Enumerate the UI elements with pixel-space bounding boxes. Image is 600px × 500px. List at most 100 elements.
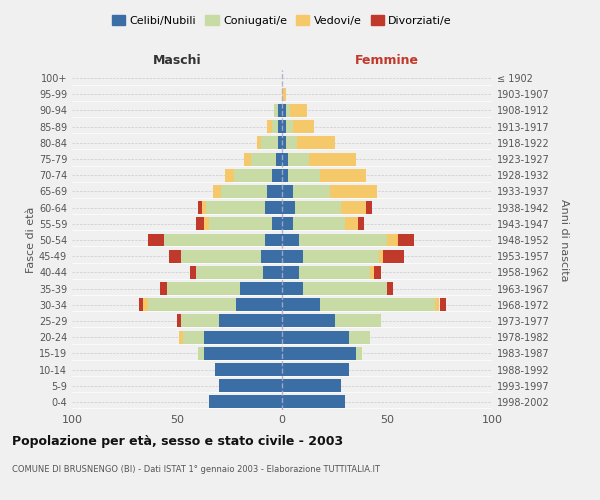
Bar — [268, 185, 282, 198]
Bar — [387, 234, 398, 246]
Bar — [271, 169, 282, 181]
Bar — [296, 136, 335, 149]
Bar — [282, 250, 303, 262]
Bar — [278, 104, 282, 117]
Bar — [289, 169, 320, 181]
Bar — [181, 314, 219, 328]
Bar — [345, 218, 358, 230]
Bar — [282, 282, 303, 295]
Bar — [278, 136, 282, 149]
Bar — [299, 234, 387, 246]
Bar — [164, 234, 265, 246]
Y-axis label: Anni di nascita: Anni di nascita — [559, 198, 569, 281]
Bar — [236, 298, 282, 311]
Bar — [160, 282, 167, 295]
Bar — [310, 152, 355, 166]
Bar — [179, 330, 184, 344]
Bar — [196, 266, 263, 279]
Bar — [299, 266, 370, 279]
Bar — [282, 152, 289, 166]
Bar — [282, 266, 299, 279]
Bar — [177, 314, 181, 328]
Bar — [271, 218, 282, 230]
Bar — [282, 396, 345, 408]
Text: Femmine: Femmine — [355, 54, 419, 67]
Bar — [215, 363, 282, 376]
Bar — [209, 396, 282, 408]
Bar — [261, 250, 282, 262]
Bar — [257, 136, 261, 149]
Bar — [435, 298, 439, 311]
Bar — [240, 282, 282, 295]
Bar — [282, 363, 349, 376]
Bar — [198, 347, 204, 360]
Bar — [286, 136, 296, 149]
Bar — [320, 298, 436, 311]
Bar — [282, 185, 293, 198]
Bar — [265, 201, 282, 214]
Bar — [271, 120, 278, 133]
Bar — [398, 234, 415, 246]
Bar — [221, 185, 268, 198]
Bar — [286, 120, 293, 133]
Bar — [261, 136, 278, 149]
Bar — [244, 152, 251, 166]
Bar — [293, 218, 345, 230]
Bar — [379, 250, 383, 262]
Bar — [320, 169, 366, 181]
Bar — [303, 282, 387, 295]
Text: Popolazione per età, sesso e stato civile - 2003: Popolazione per età, sesso e stato civil… — [12, 435, 343, 448]
Bar — [282, 234, 299, 246]
Bar — [219, 379, 282, 392]
Bar — [219, 314, 282, 328]
Bar — [290, 104, 307, 117]
Bar — [282, 218, 293, 230]
Bar — [139, 298, 143, 311]
Bar — [278, 120, 282, 133]
Bar — [209, 218, 271, 230]
Bar — [303, 250, 379, 262]
Bar — [202, 201, 206, 214]
Bar — [282, 88, 286, 101]
Bar — [335, 314, 381, 328]
Bar — [341, 201, 366, 214]
Bar — [274, 104, 278, 117]
Bar — [293, 120, 314, 133]
Text: COMUNE DI BRUSNENGO (BI) - Dati ISTAT 1° gennaio 2003 - Elaborazione TUTTITALIA.: COMUNE DI BRUSNENGO (BI) - Dati ISTAT 1°… — [12, 465, 380, 474]
Bar — [282, 136, 286, 149]
Y-axis label: Fasce di età: Fasce di età — [26, 207, 36, 273]
Bar — [276, 152, 282, 166]
Bar — [355, 347, 362, 360]
Bar — [383, 250, 404, 262]
Bar — [206, 201, 265, 214]
Bar — [282, 379, 341, 392]
Bar — [190, 266, 196, 279]
Bar — [331, 185, 377, 198]
Bar — [439, 298, 446, 311]
Bar — [265, 234, 282, 246]
Legend: Celibi/Nubili, Coniugati/e, Vedovi/e, Divorziati/e: Celibi/Nubili, Coniugati/e, Vedovi/e, Di… — [107, 10, 457, 30]
Bar — [282, 104, 286, 117]
Bar — [148, 298, 236, 311]
Bar — [282, 201, 295, 214]
Bar — [282, 347, 355, 360]
Bar — [204, 347, 282, 360]
Bar — [148, 234, 164, 246]
Bar — [251, 152, 276, 166]
Bar — [286, 104, 290, 117]
Bar — [282, 298, 320, 311]
Bar — [374, 266, 381, 279]
Bar — [263, 266, 282, 279]
Bar — [289, 152, 310, 166]
Bar — [204, 218, 209, 230]
Bar — [143, 298, 148, 311]
Bar — [295, 201, 341, 214]
Bar — [282, 314, 335, 328]
Bar — [184, 330, 204, 344]
Text: Maschi: Maschi — [152, 54, 202, 67]
Bar — [167, 282, 240, 295]
Bar — [370, 266, 374, 279]
Bar — [181, 250, 261, 262]
Bar — [196, 218, 204, 230]
Bar — [293, 185, 331, 198]
